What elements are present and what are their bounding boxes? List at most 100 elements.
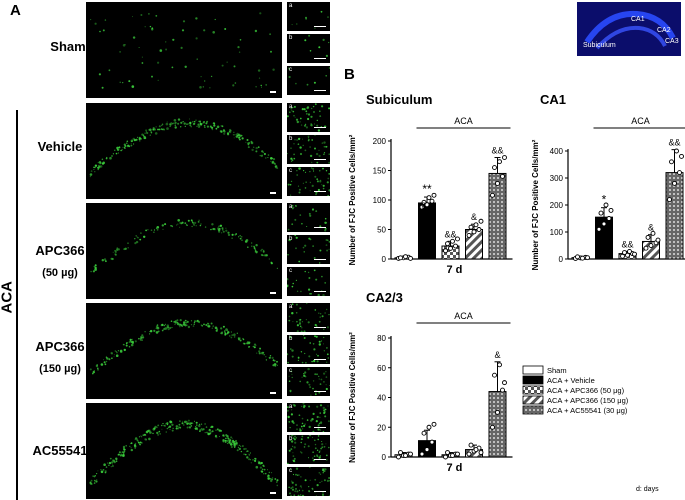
significance-marker: && (621, 239, 633, 249)
micrograph-4 (86, 403, 282, 499)
data-point (601, 221, 607, 227)
row-label-line2: (150 µg) (39, 363, 81, 375)
data-point (650, 230, 656, 236)
panel-letter-a: A (10, 2, 21, 19)
inset-label-subiculum: Subiculum (583, 42, 616, 49)
thumbnail-1-1: b (287, 135, 330, 164)
panel-letter-b: B (344, 66, 355, 83)
row-label-2: APC366 (50 µg) (20, 240, 100, 284)
thumbnail-label: b (289, 35, 293, 41)
micrograph-3 (86, 303, 282, 399)
footnote: d: days (636, 486, 659, 493)
data-point (453, 243, 458, 249)
row-label-1: Vehicle (20, 136, 100, 158)
data-point (466, 232, 472, 238)
data-point (426, 195, 432, 201)
legend-swatch-1 (522, 375, 544, 385)
data-point (622, 250, 627, 255)
data-point (429, 198, 435, 204)
data-point (450, 453, 455, 458)
scale-bar (314, 57, 326, 59)
data-point (471, 229, 477, 235)
y-tick-label: 0 (382, 255, 387, 264)
data-point (598, 210, 604, 216)
legend-label-1: ACA + Vehicle (547, 376, 595, 385)
data-point (495, 409, 500, 415)
data-point (466, 451, 472, 457)
micrograph-2 (86, 203, 282, 299)
thumbnail-label: a (289, 404, 293, 410)
thumbnail-label: b (289, 236, 293, 242)
scale-bar (314, 290, 326, 292)
aca-bracket-label: ACA (631, 116, 650, 126)
data-point (468, 224, 474, 230)
point-note: g (421, 200, 425, 209)
data-point (421, 199, 427, 205)
chart-0: Subiculum Number of FJC Positive Cells/mm… (348, 92, 513, 276)
significance-marker: && (491, 146, 503, 156)
data-point (620, 253, 625, 259)
chart-2: CA2/3 Number of FJC Positive Cells/mm² 0 20… (348, 290, 513, 474)
data-point (643, 245, 649, 251)
y-tick-label: 300 (550, 174, 564, 183)
thumbnail-2-0: a (287, 203, 330, 232)
legend-label-3: ACA + APC366 (150 μg) (547, 396, 629, 405)
scale-bar (314, 89, 326, 91)
data-point (426, 424, 432, 430)
y-tick-label: 400 (550, 147, 564, 156)
row-label-line1: AC55541 (32, 443, 88, 458)
hippocampus-inset: CA1 CA2 CA3 Subiculum (577, 2, 681, 56)
data-point (455, 451, 460, 457)
legend-label-4: ACA + AC55541 (30 μg) (547, 406, 628, 415)
scale-bar (314, 490, 326, 492)
data-point (655, 237, 661, 243)
data-point (645, 234, 651, 240)
scale-bar (314, 326, 326, 328)
y-axis-label: Number of FJC Positive Cells/mm² (348, 332, 357, 463)
thumbnail-label: c (289, 468, 292, 474)
thumbnail-0-0: a (287, 2, 330, 31)
data-point (596, 226, 602, 232)
row-label-line1: APC366 (35, 339, 85, 354)
data-point (490, 192, 495, 198)
thumbnail-3-0: a (287, 303, 330, 332)
scale-bar (314, 226, 326, 228)
thumbnail-label: c (289, 368, 292, 374)
row-label-line1: Vehicle (37, 139, 83, 154)
data-point (473, 222, 479, 228)
thumbnail-0-1: b (287, 34, 330, 63)
scale-bar (314, 358, 326, 360)
y-tick-label: 0 (559, 255, 564, 264)
y-tick-label: 200 (373, 137, 387, 146)
row-label-3: APC366 (150 µg) (20, 336, 100, 380)
data-point (492, 165, 497, 171)
legend-label-2: ACA + APC366 (50 μg) (547, 386, 625, 395)
row-label-line2: (50 µg) (42, 267, 78, 279)
data-point (429, 439, 435, 445)
chart-title: CA2/3 (366, 290, 403, 305)
y-tick-label: 60 (377, 364, 386, 373)
bar-4 (488, 172, 507, 260)
row-label-line1: APC366 (35, 243, 85, 258)
x-axis-label: 7 d (446, 264, 462, 276)
significance-marker: && (444, 229, 456, 239)
y-tick-label: 80 (377, 334, 386, 343)
data-point (575, 254, 580, 260)
thumbnail-4-1: b (287, 435, 330, 464)
inset-label-ca1: CA1 (631, 16, 645, 23)
legend-swatch-0 (522, 365, 544, 375)
significance-marker: & (494, 350, 500, 360)
data-point (500, 387, 505, 393)
data-point (468, 442, 474, 448)
data-point (585, 255, 590, 261)
data-point (625, 252, 630, 258)
inset-label-ca3: CA3 (665, 38, 679, 45)
data-point (492, 372, 497, 378)
thumbnail-label: a (289, 104, 293, 110)
thumbnail-label: a (289, 3, 293, 9)
data-point (674, 148, 679, 154)
data-point (419, 204, 425, 210)
legend-swatch-4 (522, 405, 544, 415)
y-tick-label: 40 (377, 394, 386, 403)
